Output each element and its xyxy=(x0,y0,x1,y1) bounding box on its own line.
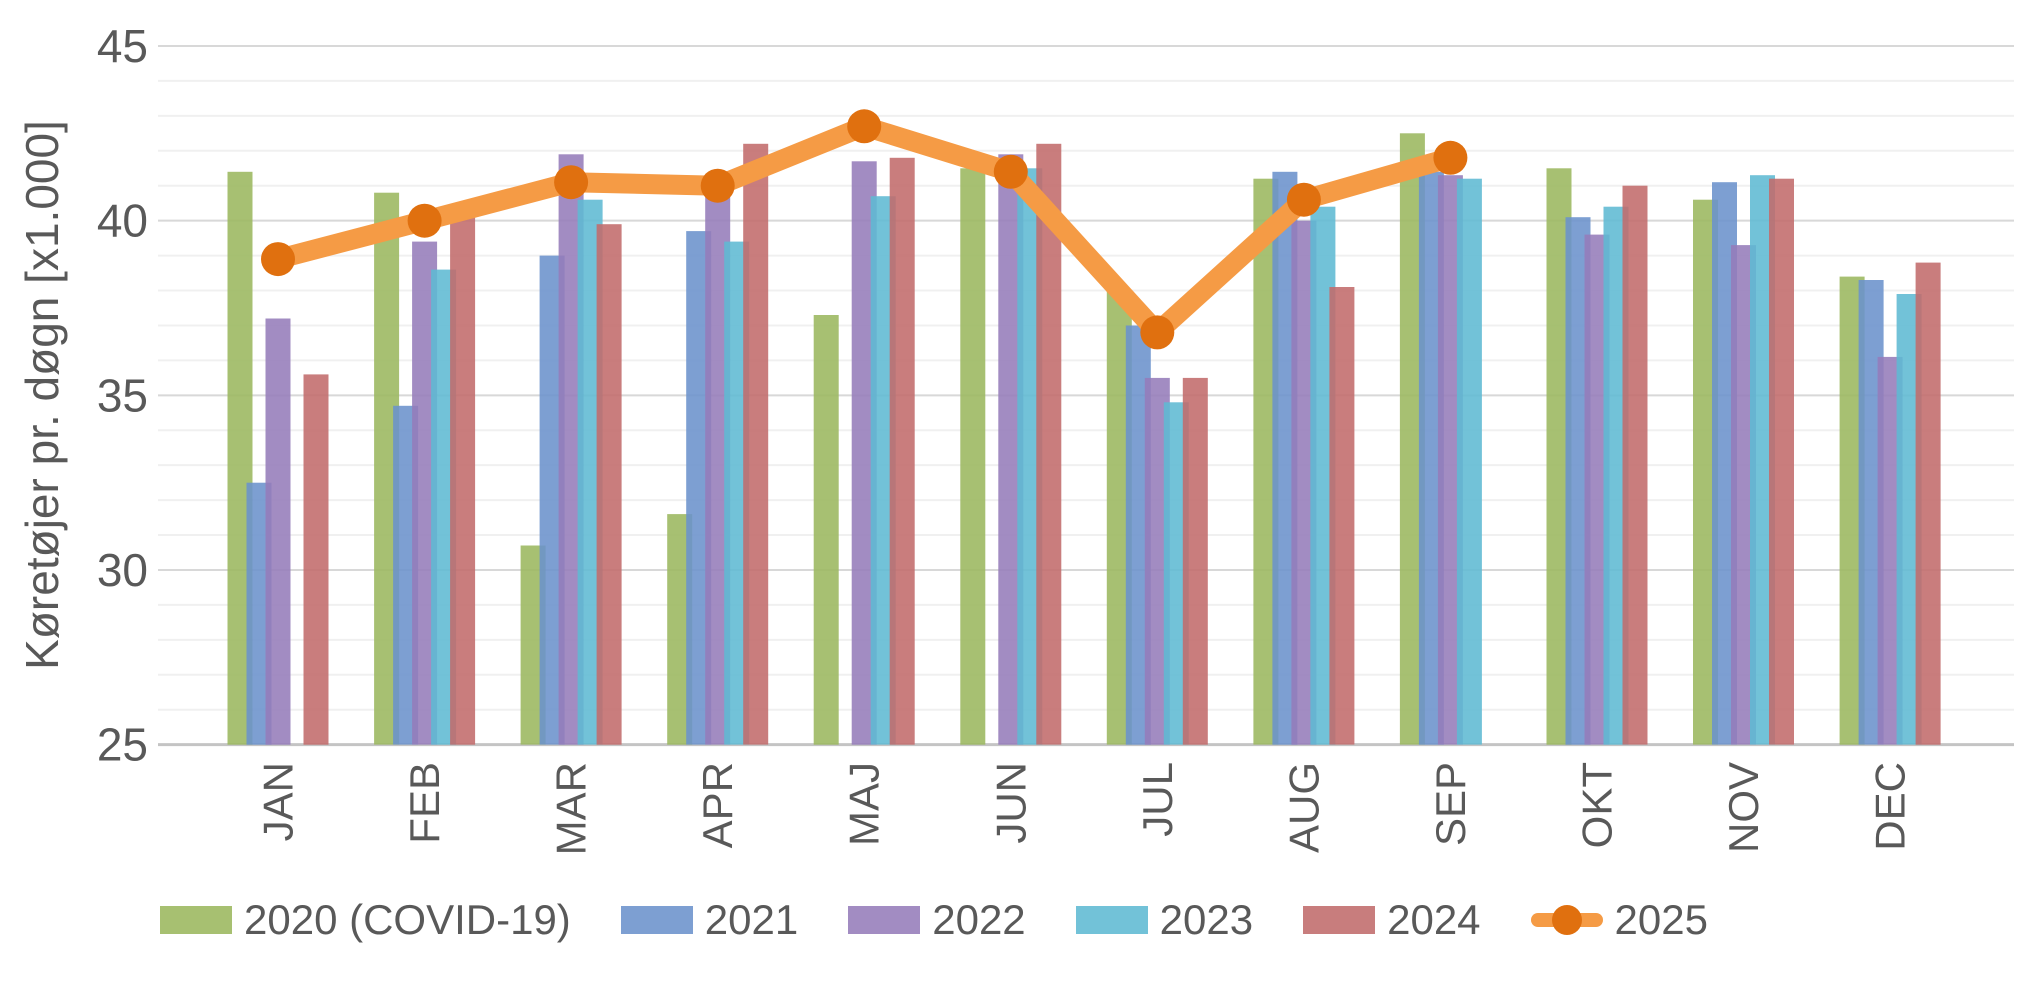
legend-item-2022: 2022 xyxy=(848,896,1026,944)
trend-marker xyxy=(1286,182,1321,217)
legend-item-2025: 2025 xyxy=(1530,896,1708,944)
legend-swatch xyxy=(848,906,921,934)
bar-2024-APR xyxy=(743,143,769,745)
y-tick-label: 45 xyxy=(97,20,148,72)
legend-line-marker xyxy=(1551,905,1582,935)
bar-2020-MAJ xyxy=(813,315,839,745)
trend-marker xyxy=(407,203,442,238)
bar-2024-NOV xyxy=(1769,178,1794,745)
legend-item-2021: 2021 xyxy=(620,896,799,944)
month-label-OKT: OKT xyxy=(1573,762,1620,848)
legend-label: 2021 xyxy=(704,896,799,943)
y-tick-label: 40 xyxy=(97,195,148,247)
bar-2024-MAR xyxy=(596,224,622,745)
legend-label: 2025 xyxy=(1614,896,1708,943)
bar-2022-JAN xyxy=(265,318,291,745)
legend-label: 2022 xyxy=(932,896,1026,943)
legend-label: 2024 xyxy=(1387,896,1481,943)
trend-marker xyxy=(847,109,882,144)
trend-marker xyxy=(1140,315,1175,350)
bar-2024-JAN xyxy=(303,374,329,745)
legend-swatch xyxy=(160,906,232,934)
bar-2024-OKT xyxy=(1622,185,1648,745)
legend-label: 2020 (COVID-19) xyxy=(244,896,571,943)
trend-marker xyxy=(1433,140,1468,175)
bar-2024-MAJ xyxy=(889,157,915,745)
month-label-MAR: MAR xyxy=(548,762,595,855)
legend-item-2023: 2023 xyxy=(1075,896,1254,944)
legend-label: 2023 xyxy=(1159,896,1254,943)
trend-marker xyxy=(993,154,1028,189)
legend-swatch xyxy=(1075,906,1148,934)
month-label-NOV: NOV xyxy=(1720,762,1767,853)
month-label-JAN: JAN xyxy=(255,762,302,841)
y-tick-label: 35 xyxy=(97,369,148,421)
month-label-FEB: FEB xyxy=(401,762,448,844)
y-axis-title: Køretøjer pr. døgn [x1.000] xyxy=(16,120,68,670)
trend-marker xyxy=(554,165,589,200)
bar-2024-AUG xyxy=(1329,287,1355,745)
month-label-JUN: JUN xyxy=(987,762,1034,844)
month-label-DEC: DEC xyxy=(1867,762,1914,851)
month-label-APR: APR xyxy=(694,762,741,848)
bar-2024-JUN xyxy=(1036,143,1062,745)
bar-2024-DEC xyxy=(1915,262,1941,745)
legend-item-2024: 2024 xyxy=(1303,896,1481,944)
trend-marker xyxy=(261,242,295,277)
bar-2024-JUL xyxy=(1182,377,1208,745)
month-label-SEP: SEP xyxy=(1427,762,1474,846)
y-tick-label: 30 xyxy=(97,544,148,596)
month-label-JUL: JUL xyxy=(1134,762,1181,837)
month-label-AUG: AUG xyxy=(1280,762,1327,853)
legend-item-2020: 2020 (COVID-19) xyxy=(160,896,571,944)
bar-2024-FEB xyxy=(450,217,476,745)
month-label-MAJ: MAJ xyxy=(841,762,888,846)
bar-2020-JUN xyxy=(960,168,986,745)
legend: 2020 (COVID-19) 2021 2022 2023 2024 2025 xyxy=(160,896,1708,944)
legend-swatch xyxy=(1303,906,1376,934)
legend-swatch xyxy=(620,906,693,934)
trend-marker xyxy=(700,168,735,203)
y-tick-label: 25 xyxy=(97,719,148,771)
legend-line-sample xyxy=(1530,905,1603,935)
bar-2023-SEP xyxy=(1456,178,1482,745)
